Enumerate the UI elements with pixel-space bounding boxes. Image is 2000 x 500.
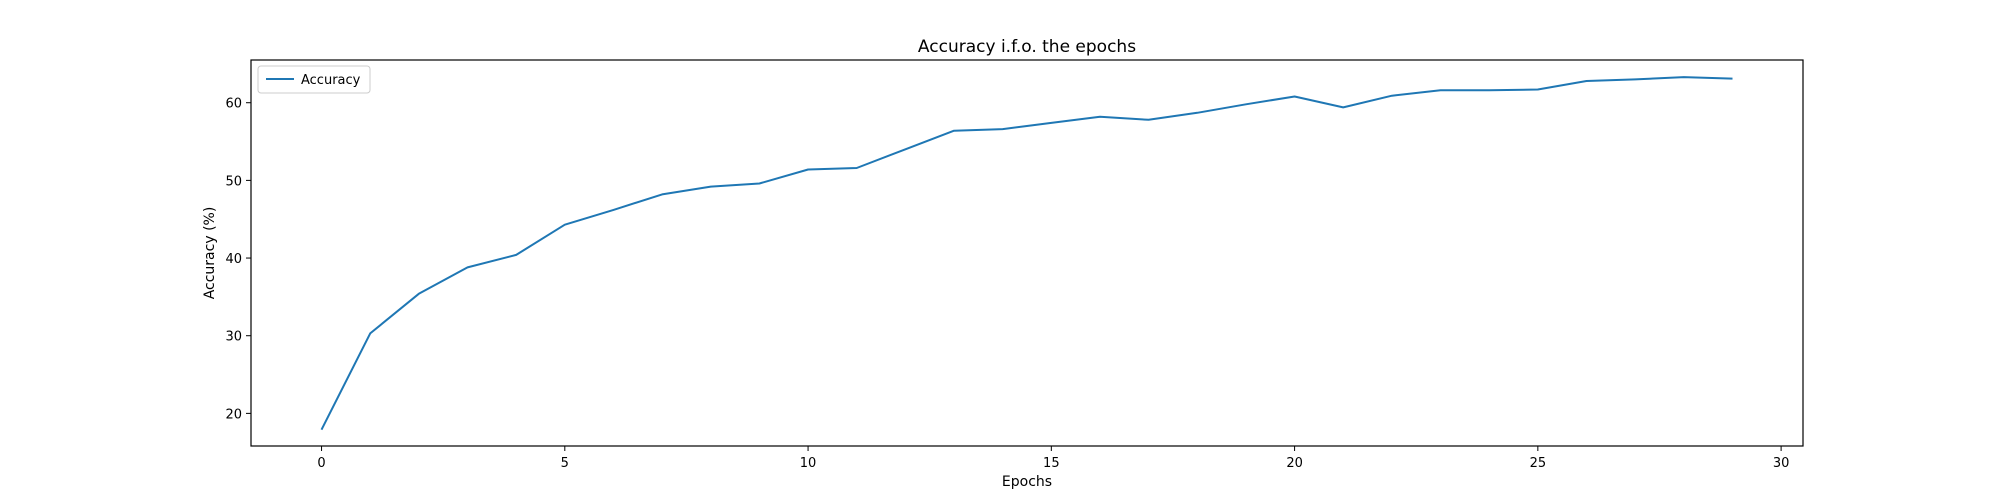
plot-area [320,76,1733,431]
y-tick-label: 30 [225,330,242,345]
y-tick-label: 40 [225,252,242,267]
legend-box [257,65,371,94]
x-tick-label: 15 [1043,456,1060,471]
x-tick-label: 20 [1286,456,1303,471]
legend: Accuracy [257,65,371,94]
y-tick-label: 60 [225,97,242,112]
chart-title: Accuracy i.f.o. the epochs [918,37,1136,57]
legend-label-accuracy: Accuracy [301,73,361,88]
axis-ticks: 0 5 10 15 20 25 30 20 30 40 50 60 [225,97,1789,471]
x-axis-label: Epochs [1002,474,1052,490]
x-tick-label: 30 [1773,456,1790,471]
y-tick-label: 50 [225,174,242,189]
x-tick-label: 10 [800,456,817,471]
x-tick-label: 5 [561,456,569,471]
y-tick-label: 20 [225,407,242,422]
series-line-accuracy [320,76,1733,431]
x-tick-label: 25 [1530,456,1547,471]
y-axis-label: Accuracy (%) [202,207,218,300]
plot-frame [250,59,1804,447]
x-tick-label: 0 [317,456,325,471]
